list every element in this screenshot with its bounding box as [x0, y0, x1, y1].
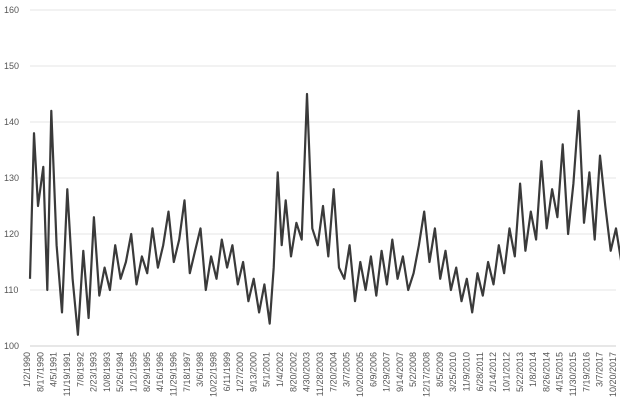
x-tick-label: 1/2/1990	[22, 352, 32, 387]
y-tick-label: 120	[4, 229, 19, 239]
x-tick-label: 7/19/2016	[581, 352, 591, 392]
series-line-0	[28, 92, 620, 336]
x-tick-label: 9/14/2007	[395, 352, 405, 392]
x-tick-label: 5/1/2001	[262, 352, 272, 387]
x-tick-label: 3/7/2005	[342, 352, 352, 387]
x-tick-label: 3/6/1998	[195, 352, 205, 387]
x-tick-label: 5/26/1994	[115, 352, 125, 392]
x-tick-label: 8/5/2009	[435, 352, 445, 387]
x-tick-label: 8/26/2014	[541, 352, 551, 392]
x-tick-label: 11/29/1996	[169, 352, 179, 396]
x-tick-label: 4/16/1996	[155, 352, 165, 392]
y-tick-label: 100	[4, 341, 19, 351]
x-tick-label: 1/27/2000	[235, 352, 245, 392]
x-tick-label: 6/28/2011	[475, 352, 485, 391]
x-tick-label: 1/8/2014	[528, 352, 538, 387]
x-tick-label: 3/25/2010	[448, 352, 458, 392]
y-axis-ticks: 100 110 120 130 140 150 160	[4, 5, 19, 351]
x-tick-label: 8/20/2002	[288, 352, 298, 392]
x-tick-label: 11/28/2003	[315, 352, 325, 396]
gridlines	[30, 9, 616, 347]
series-layer	[28, 92, 620, 336]
x-tick-label: 5/22/2013	[515, 352, 525, 392]
x-tick-label: 8/17/1990	[35, 352, 45, 392]
x-tick-label: 7/8/1992	[75, 352, 85, 387]
x-tick-label: 1/12/1995	[129, 352, 139, 392]
x-tick-label: 7/18/1997	[182, 352, 192, 392]
x-axis-ticks: 1/2/1990 8/17/1990 4/5/1991 11/19/1991 7/8/1…	[22, 352, 618, 397]
x-tick-label: 11/9/2010	[462, 352, 472, 391]
x-tick-label: 10/8/1993	[102, 352, 112, 392]
x-tick-label: 2/23/1993	[89, 352, 99, 392]
y-tick-label: 150	[4, 61, 19, 71]
x-tick-label: 4/15/2015	[555, 352, 565, 392]
x-tick-label: 7/20/2004	[328, 352, 338, 392]
x-tick-label: 6/11/1999	[222, 352, 232, 391]
x-tick-label: 8/29/1995	[142, 352, 152, 392]
x-tick-label: 4/5/1991	[49, 352, 59, 387]
x-tick-label: 10/1/2012	[501, 352, 511, 392]
x-tick-label: 9/13/2000	[248, 352, 258, 392]
x-tick-label: 2/14/2012	[488, 352, 498, 392]
x-tick-label: 3/7/2017	[595, 352, 605, 387]
y-tick-label: 130	[4, 173, 19, 183]
x-tick-label: 11/19/1991	[62, 352, 72, 396]
x-tick-label: 1/29/2007	[382, 352, 392, 392]
x-tick-label: 12/17/2008	[422, 352, 432, 397]
x-tick-label: 6/9/2006	[368, 352, 378, 387]
x-tick-label: 11/30/2015	[568, 352, 578, 396]
y-tick-label: 160	[4, 5, 19, 15]
y-tick-label: 140	[4, 117, 19, 127]
x-tick-label: 10/20/2005	[355, 352, 365, 397]
x-tick-label: 10/22/1998	[208, 352, 218, 397]
x-tick-label: 10/20/2017	[608, 352, 618, 397]
x-tick-label: 4/30/2003	[302, 352, 312, 392]
x-tick-label: 1/4/2002	[275, 352, 285, 387]
y-tick-label: 110	[4, 285, 18, 295]
x-tick-label: 5/2/2008	[408, 352, 418, 387]
